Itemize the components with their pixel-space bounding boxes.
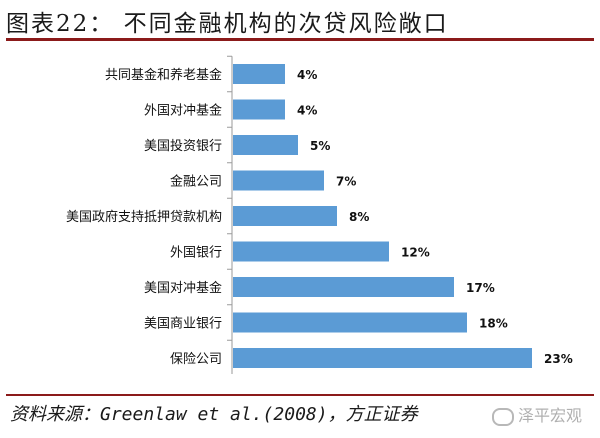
watermark-text: 泽平宏观 bbox=[517, 406, 582, 425]
watermark: 泽平宏观 bbox=[491, 402, 582, 426]
category-label: 金融公司 bbox=[170, 174, 222, 190]
value-label: 18% bbox=[479, 317, 508, 331]
value-label: 7% bbox=[336, 175, 356, 189]
bar bbox=[233, 241, 389, 262]
category-label: 保险公司 bbox=[170, 352, 222, 367]
category-label: 外国对冲基金 bbox=[144, 103, 222, 119]
bar bbox=[233, 348, 532, 368]
bars-group: 共同基金和养老基金 4% 外国对冲基金 4% 美国投资银行 5% 金融公司 7% 美国政府支持抵… bbox=[66, 55, 573, 368]
source-note: 资料来源：Greenlaw et al.(2008)，方正证券 bbox=[10, 404, 418, 425]
category-label: 外国银行 bbox=[170, 246, 222, 261]
bar bbox=[233, 170, 324, 191]
value-label: 5% bbox=[310, 139, 330, 153]
category-label: 共同基金和养老基金 bbox=[105, 67, 222, 83]
category-label: 美国政府支持抵押贷款机构 bbox=[66, 210, 222, 225]
value-label: 23% bbox=[544, 352, 573, 366]
bar bbox=[233, 312, 467, 333]
value-label: 12% bbox=[401, 246, 430, 260]
footer-divider bbox=[6, 394, 594, 396]
wechat-icon bbox=[491, 407, 514, 426]
bar bbox=[233, 135, 298, 155]
title-divider bbox=[6, 38, 594, 41]
value-label: 4% bbox=[297, 104, 317, 118]
category-label: 美国商业银行 bbox=[144, 317, 222, 332]
value-label: 17% bbox=[466, 281, 495, 295]
category-label: 美国投资银行 bbox=[144, 138, 222, 154]
value-label: 4% bbox=[297, 68, 317, 82]
chart-title: 图表22： 不同金融机构的次贷风险敞口 bbox=[6, 11, 449, 37]
value-label: 8% bbox=[349, 210, 369, 224]
category-label: 美国对冲基金 bbox=[144, 280, 222, 296]
bar bbox=[233, 99, 285, 120]
bar bbox=[233, 277, 454, 297]
bar-chart: 共同基金和养老基金 4% 外国对冲基金 4% 美国投资银行 5% 金融公司 7% 美国政府支持抵… bbox=[66, 55, 573, 374]
bar bbox=[233, 206, 337, 226]
bar bbox=[233, 64, 285, 84]
